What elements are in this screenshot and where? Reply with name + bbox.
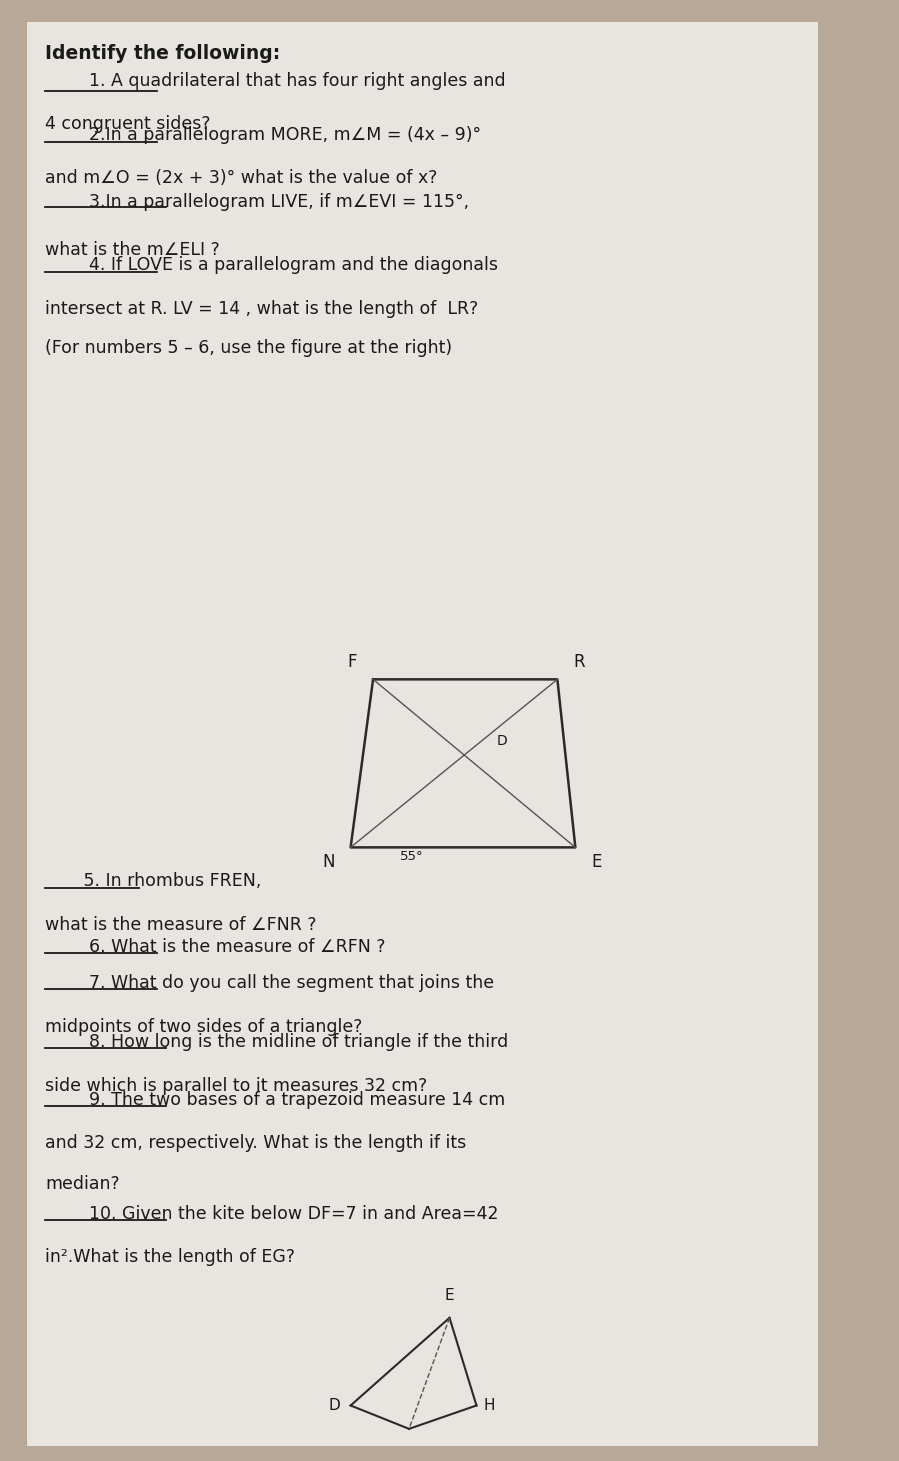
Text: midpoints of two sides of a triangle?: midpoints of two sides of a triangle? — [45, 1018, 362, 1036]
Text: 8. How long is the midline of triangle if the third: 8. How long is the midline of triangle i… — [45, 1033, 508, 1050]
FancyBboxPatch shape — [27, 22, 818, 1446]
Text: 3.In a parallelogram LIVE, if m∠EVI = 115°,: 3.In a parallelogram LIVE, if m∠EVI = 11… — [45, 193, 469, 210]
Text: 9. The two bases of a trapezoid measure 14 cm: 9. The two bases of a trapezoid measure … — [45, 1091, 505, 1109]
Text: 2.In a parallelogram MORE, m∠M = (4x – 9)°: 2.In a parallelogram MORE, m∠M = (4x – 9… — [45, 126, 481, 143]
Text: in².What is the length of EG?: in².What is the length of EG? — [45, 1248, 295, 1265]
Text: 6. What is the measure of ∠RFN ?: 6. What is the measure of ∠RFN ? — [45, 938, 386, 955]
Text: N: N — [322, 853, 334, 871]
Text: what is the m∠ELI ?: what is the m∠ELI ? — [45, 241, 219, 259]
Text: H: H — [484, 1398, 495, 1413]
Text: 7. What do you call the segment that joins the: 7. What do you call the segment that joi… — [45, 974, 494, 992]
Text: what is the measure of ∠FNR ?: what is the measure of ∠FNR ? — [45, 916, 316, 934]
Text: 5. In rhombus FREN,: 5. In rhombus FREN, — [45, 872, 262, 890]
Text: Identify the following:: Identify the following: — [45, 44, 280, 63]
Text: and 32 cm, respectively. What is the length if its: and 32 cm, respectively. What is the len… — [45, 1134, 467, 1151]
Text: intersect at R. LV = 14 , what is the length of  LR?: intersect at R. LV = 14 , what is the le… — [45, 300, 478, 317]
Text: 55°: 55° — [400, 850, 423, 863]
Text: E: E — [592, 853, 602, 871]
Text: 10. Given the kite below DF=7 in and Area=42: 10. Given the kite below DF=7 in and Are… — [45, 1205, 498, 1223]
Text: and m∠O = (2x + 3)° what is the value of x?: and m∠O = (2x + 3)° what is the value of… — [45, 169, 437, 187]
Text: (For numbers 5 – 6, use the figure at the right): (For numbers 5 – 6, use the figure at th… — [45, 339, 452, 356]
Text: E: E — [445, 1289, 454, 1303]
Text: R: R — [574, 653, 585, 671]
Text: D: D — [328, 1398, 340, 1413]
Text: side which is parallel to it measures 32 cm?: side which is parallel to it measures 32… — [45, 1077, 427, 1094]
Text: 4. If LOVE is a parallelogram and the diagonals: 4. If LOVE is a parallelogram and the di… — [45, 256, 498, 273]
Text: F: F — [347, 653, 357, 671]
Text: median?: median? — [45, 1175, 120, 1192]
Text: 1. A quadrilateral that has four right angles and: 1. A quadrilateral that has four right a… — [45, 72, 505, 89]
Text: 4 congruent sides?: 4 congruent sides? — [45, 115, 210, 133]
Text: D: D — [496, 735, 507, 748]
